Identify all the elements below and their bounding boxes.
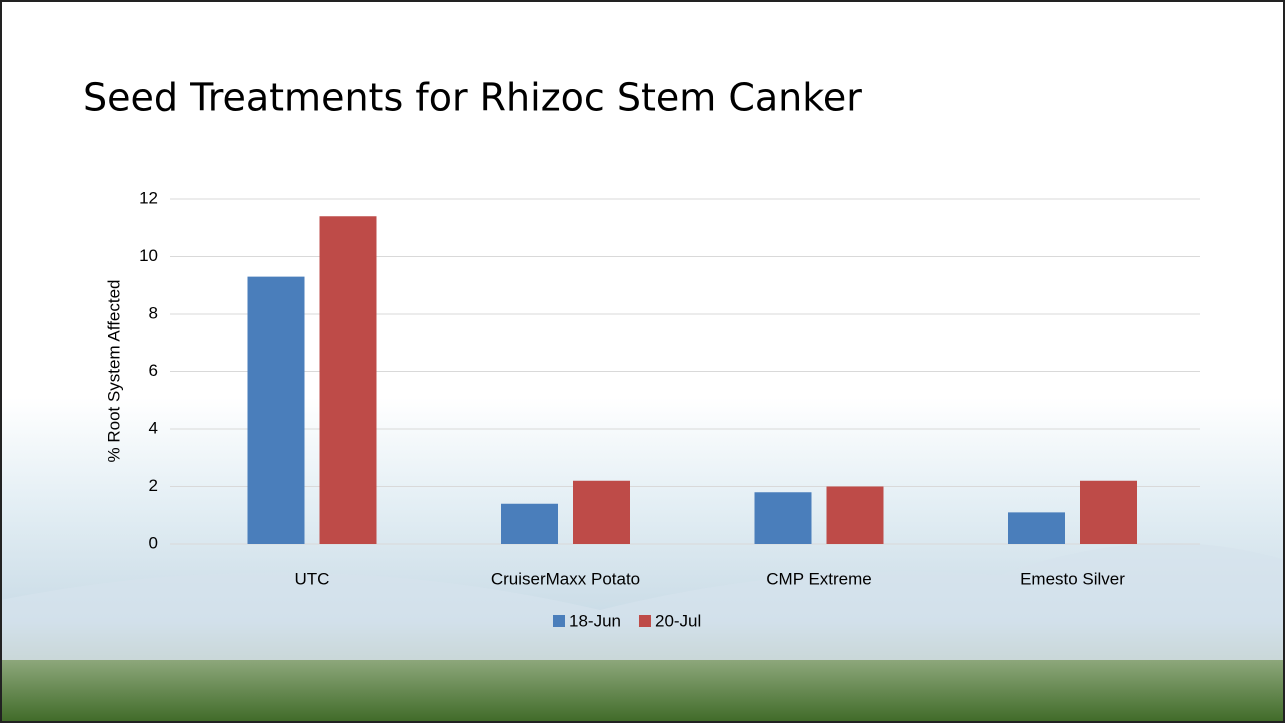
bar — [1080, 480, 1137, 544]
x-tick-label: CruiserMaxx Potato — [491, 569, 640, 588]
bar — [501, 503, 558, 544]
legend-label: 18-Jun — [569, 611, 621, 630]
y-tick-label: 2 — [149, 476, 158, 495]
chart-title: Seed Treatments for Rhizoc Stem Canker — [83, 76, 862, 120]
y-axis-label: % Root System Affected — [104, 280, 123, 463]
y-tick-label: 0 — [149, 533, 158, 552]
mountains — [0, 543, 1285, 680]
bar — [247, 276, 305, 544]
legend-swatch — [638, 615, 651, 627]
legend-swatch — [553, 615, 565, 627]
y-tick-label: 8 — [149, 303, 158, 322]
field — [0, 660, 1285, 723]
bar — [754, 492, 812, 544]
y-tick-label: 4 — [149, 418, 158, 437]
y-tick-label: 10 — [139, 246, 158, 265]
bar — [319, 216, 377, 544]
bar — [573, 480, 630, 544]
bar — [826, 486, 884, 544]
x-tick-label: Emesto Silver — [1020, 569, 1125, 588]
legend-label: 20-Jul — [655, 611, 701, 630]
y-tick-label: 6 — [149, 361, 158, 380]
y-tick-label: 12 — [139, 188, 158, 207]
x-tick-label: UTC — [295, 569, 330, 588]
bar — [1008, 512, 1065, 544]
x-tick-label: CMP Extreme — [766, 569, 872, 588]
